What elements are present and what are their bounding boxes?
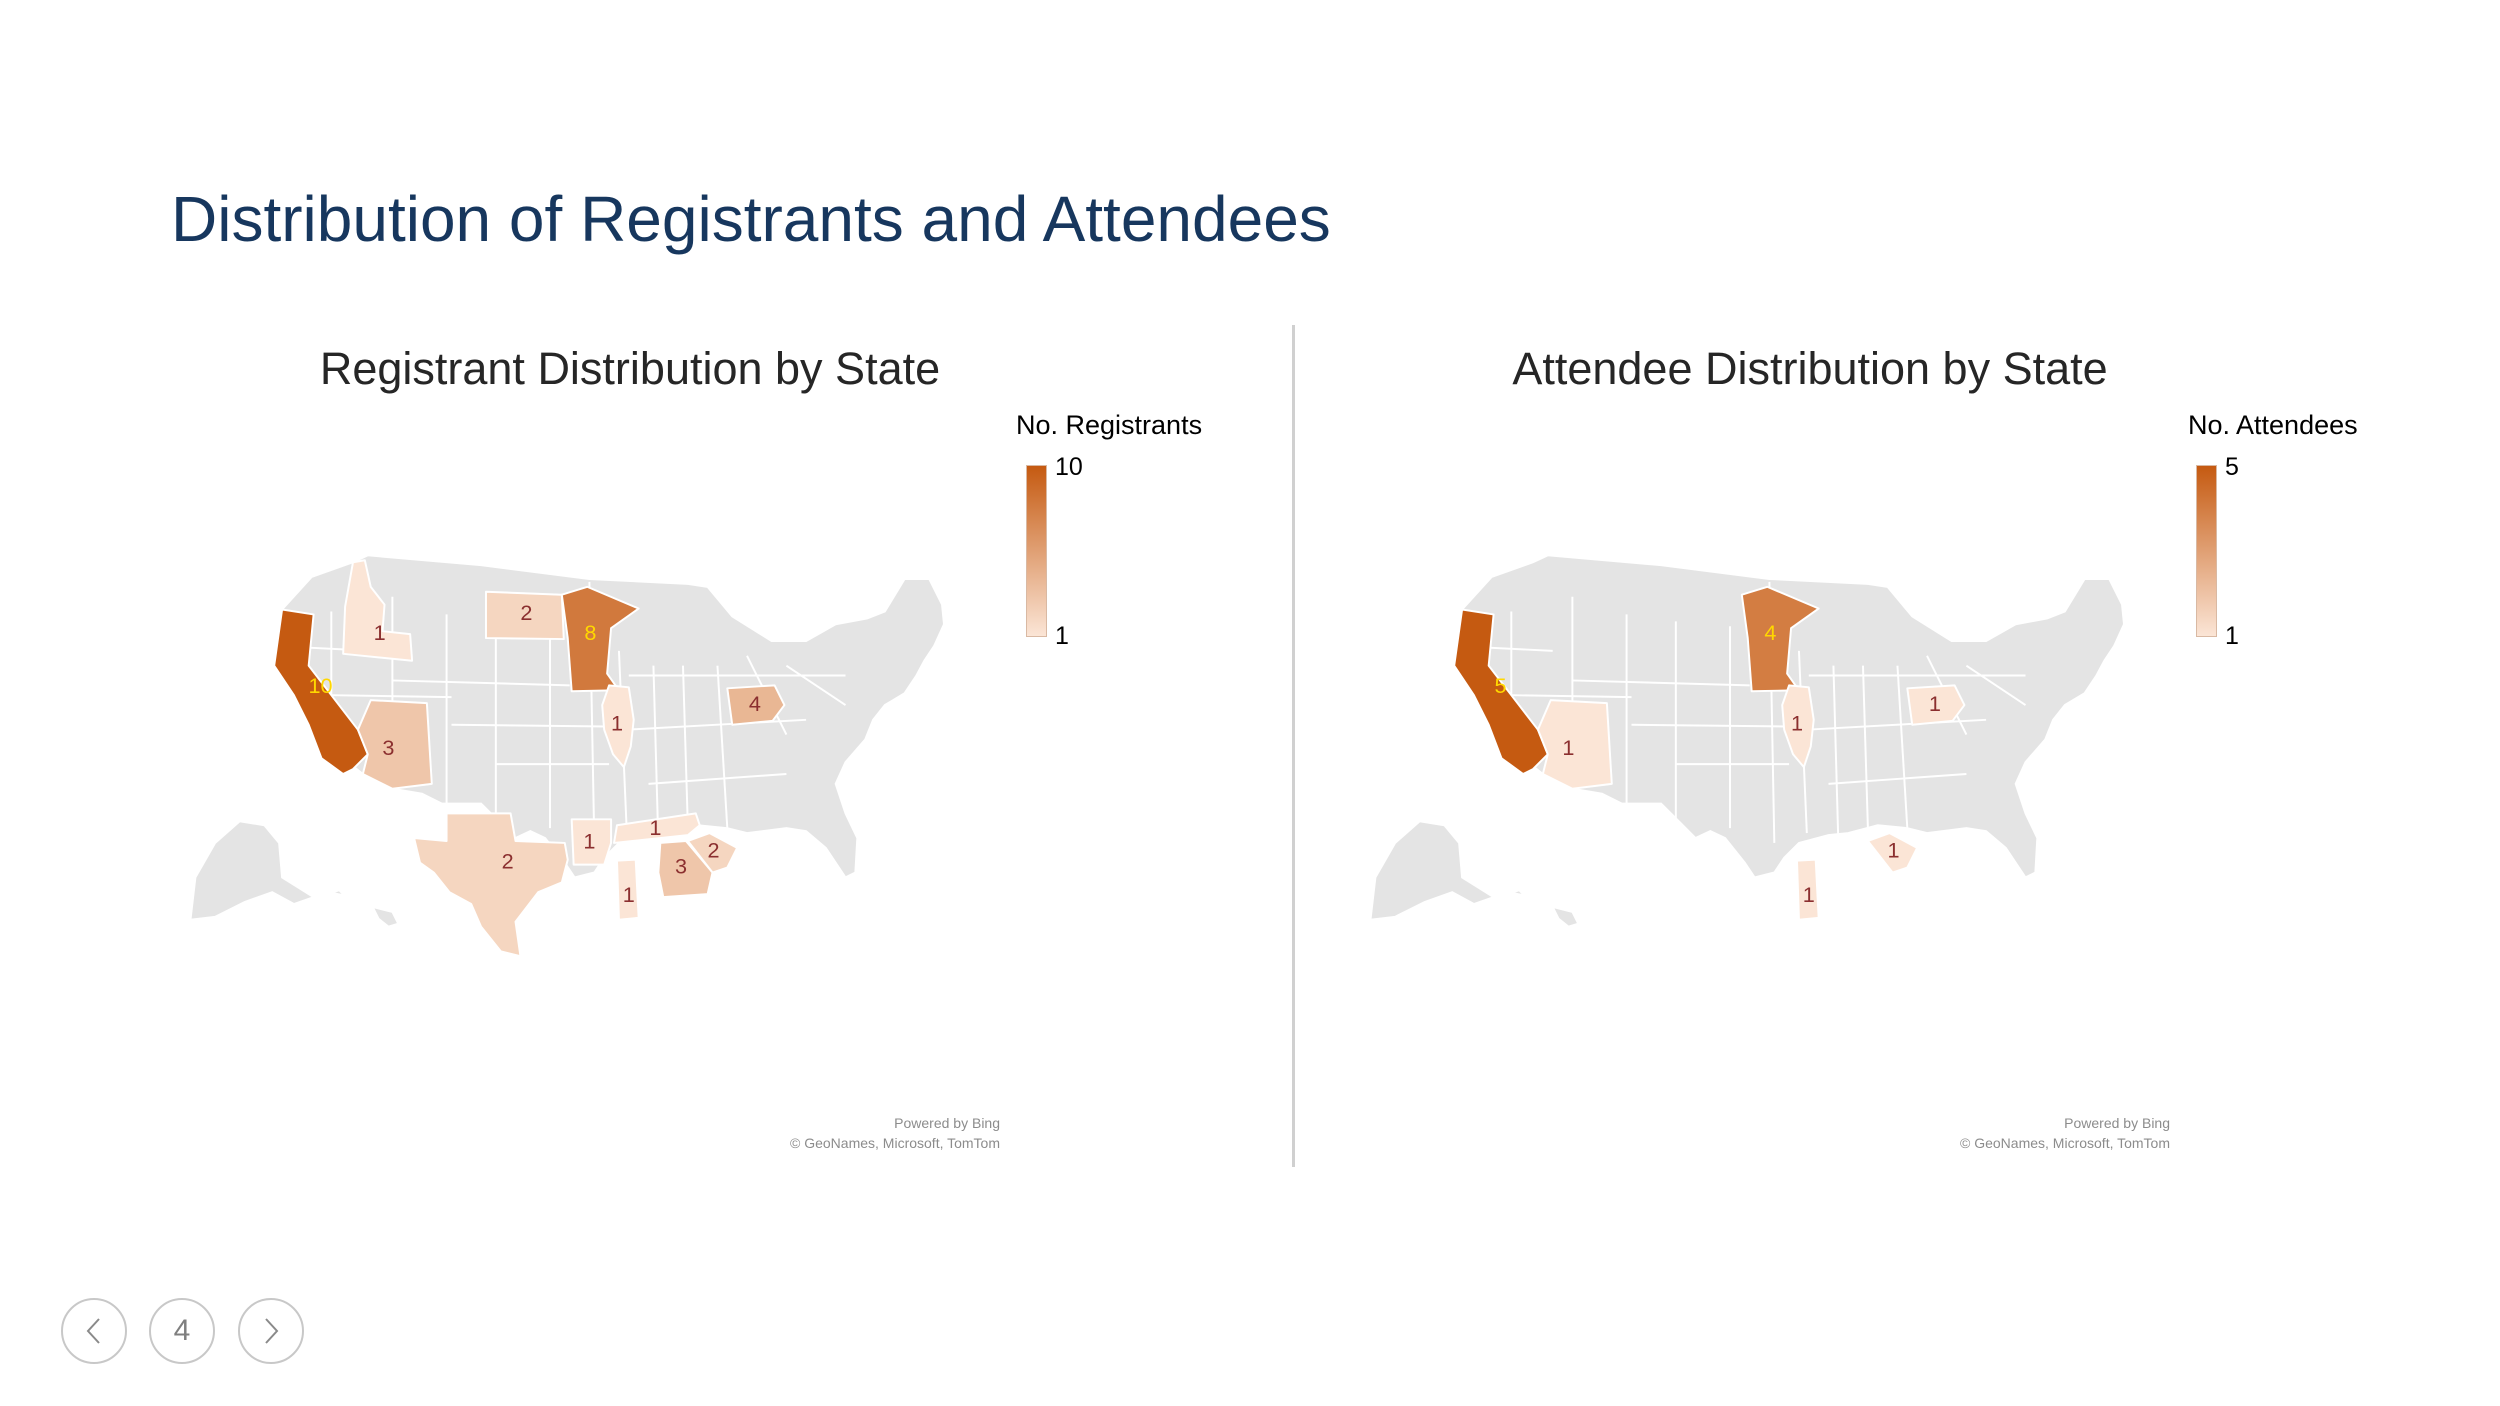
state-value-label: 4 <box>1764 620 1776 645</box>
state-border <box>451 723 629 728</box>
state-value-label: 1 <box>611 710 623 735</box>
state-arizona[interactable] <box>356 699 433 790</box>
state-border <box>1806 718 1987 731</box>
state-border <box>648 773 787 785</box>
slide-title: Distribution of Registrants and Attendee… <box>171 183 1331 255</box>
attribution-line: © GeoNames, Microsoft, TomTom <box>1960 1135 2170 1151</box>
hawaii-shape <box>332 889 400 928</box>
legend-max-value: 5 <box>2225 453 2239 481</box>
hawaii-shape <box>1512 889 1580 928</box>
state-border <box>626 718 807 731</box>
state-value-label: 1 <box>1887 838 1899 863</box>
state-california[interactable] <box>1453 608 1549 775</box>
state-border <box>785 664 847 706</box>
state-border <box>716 665 729 829</box>
state-value-label: 8 <box>584 620 596 645</box>
state-value-label: 5 <box>1494 673 1506 698</box>
state-illinois[interactable] <box>601 684 635 769</box>
chart-title: Registrant Distribution by State <box>319 343 941 394</box>
state-border <box>1631 723 1809 728</box>
state-value-label: 1 <box>623 882 635 907</box>
state-value-label: 1 <box>583 829 595 854</box>
state-minnesota[interactable] <box>560 585 640 693</box>
alaska-shape <box>189 820 316 921</box>
state-north-dakota[interactable] <box>484 590 565 641</box>
state-value-label: 10 <box>308 673 332 698</box>
chart-title: Attendee Distribution by State <box>1512 343 2108 394</box>
us-choropleth-map[interactable]: 5 1 4 1 1 1 1 <box>1330 330 2290 1050</box>
state-arizona[interactable] <box>1536 699 1613 790</box>
state-tennessee[interactable] <box>613 812 701 844</box>
previous-slide-button[interactable] <box>61 1298 127 1364</box>
state-border <box>652 665 660 843</box>
chevron-left-icon <box>86 1318 100 1344</box>
registrant-map-panel: Registrant Distribution by State No. Reg… <box>150 330 1290 1160</box>
state-value-label: 3 <box>675 853 687 878</box>
map-attribution: Powered by Bing © GeoNames, Microsoft, T… <box>1670 1113 2170 1153</box>
state-border <box>1832 665 1840 843</box>
legend-min-value: 1 <box>1055 622 1069 650</box>
state-value-label: 1 <box>649 815 661 840</box>
state-value-label: 3 <box>382 735 394 760</box>
state-value-label: 1 <box>1791 710 1803 735</box>
state-mississippi[interactable] <box>615 858 640 921</box>
state-value-label: 1 <box>1929 691 1941 716</box>
legend-color-scale <box>2196 465 2217 637</box>
chevron-right-icon <box>265 1318 279 1344</box>
state-georgia[interactable] <box>657 839 714 899</box>
map-attribution: Powered by Bing © GeoNames, Microsoft, T… <box>500 1113 1000 1153</box>
state-value-label: 1 <box>374 620 386 645</box>
legend-color-scale <box>1026 465 1047 637</box>
state-border <box>681 665 689 829</box>
state-south-carolina[interactable] <box>686 832 739 874</box>
attendee-map-panel: Attendee Distribution by State No. Atten… <box>1330 330 2470 1160</box>
state-value-label: 2 <box>707 838 719 863</box>
legend-min-value: 1 <box>2225 622 2239 650</box>
state-texas[interactable] <box>413 812 569 958</box>
page-number-indicator: 4 <box>149 1298 215 1364</box>
attribution-line: Powered by Bing <box>2064 1115 2170 1131</box>
state-pennsylvania[interactable] <box>726 684 786 726</box>
state-pennsylvania[interactable] <box>1906 684 1966 726</box>
state-border <box>1572 679 1750 687</box>
legend-max-value: 10 <box>1055 453 1083 481</box>
state-value-label: 4 <box>749 691 761 716</box>
panel-divider <box>1292 325 1295 1167</box>
state-mississippi[interactable] <box>1795 858 1820 921</box>
state-border <box>1861 665 1869 829</box>
state-value-label: 1 <box>1803 882 1815 907</box>
state-border <box>331 694 452 699</box>
page-number: 4 <box>173 1314 191 1347</box>
state-border <box>1965 664 2027 706</box>
state-border <box>1511 694 1632 699</box>
alaska-shape <box>1369 820 1496 921</box>
next-slide-button[interactable] <box>238 1298 304 1364</box>
state-border <box>1896 665 1909 829</box>
attribution-line: © GeoNames, Microsoft, TomTom <box>790 1135 1000 1151</box>
state-california[interactable] <box>273 608 369 775</box>
state-value-label: 2 <box>502 848 514 873</box>
state-south-carolina[interactable] <box>1866 832 1919 874</box>
state-value-label: 1 <box>1562 735 1574 760</box>
state-border <box>1828 773 1967 785</box>
legend-title: No. Registrants <box>1016 410 1203 440</box>
legend-title: No. Attendees <box>2188 410 2358 440</box>
attribution-line: Powered by Bing <box>894 1115 1000 1131</box>
state-arkansas[interactable] <box>570 818 613 866</box>
state-illinois[interactable] <box>1781 684 1815 769</box>
state-idaho[interactable] <box>342 559 414 662</box>
state-minnesota[interactable] <box>1740 585 1820 693</box>
state-border <box>392 679 570 687</box>
state-value-label: 2 <box>520 600 532 625</box>
